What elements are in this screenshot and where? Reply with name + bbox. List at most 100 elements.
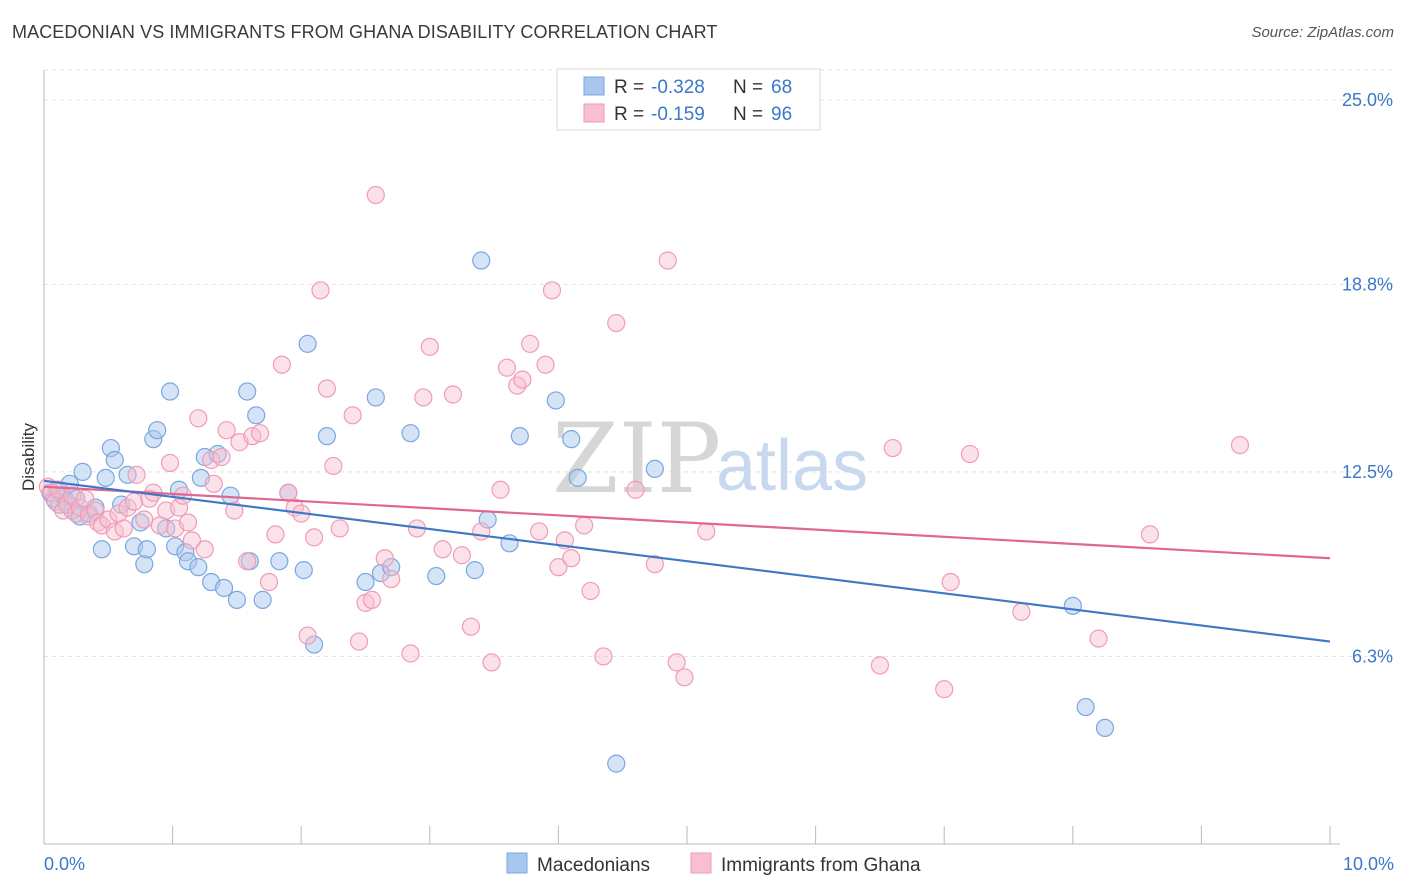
data-point-macedonians	[510, 427, 529, 446]
data-point-ghana	[250, 424, 270, 443]
y-tick-labels: 6.3% 12.5% 18.8% 25.0%	[1342, 90, 1393, 667]
data-point-macedonians	[105, 450, 124, 470]
data-point-ghana	[497, 358, 517, 377]
legend-n-value-1: 68	[771, 77, 792, 98]
data-point-ghana	[304, 528, 324, 547]
trend-lines	[43, 479, 1331, 643]
data-point-ghana	[626, 480, 645, 499]
data-point-ghana	[362, 590, 382, 609]
legend-r-label-1: R =	[614, 77, 644, 98]
legend-swatch-macedonians	[583, 76, 605, 96]
data-point-ghana	[189, 409, 208, 428]
data-point-ghana	[127, 465, 146, 484]
legend-bottom-swatch-ghana	[690, 852, 712, 874]
legend-bottom-swatch-macedonians	[506, 852, 528, 874]
data-point-ghana	[941, 572, 960, 592]
axes	[43, 70, 1340, 845]
data-point-ghana	[536, 355, 555, 374]
data-point-macedonians	[227, 590, 246, 609]
data-point-macedonians	[148, 421, 167, 440]
data-point-macedonians	[401, 424, 420, 443]
data-point-ghana	[482, 653, 501, 672]
data-point-ghana	[549, 558, 568, 577]
data-point-ghana	[530, 522, 549, 541]
data-point-ghana	[1089, 629, 1108, 648]
data-point-ghana	[1140, 525, 1160, 544]
data-point-ghana	[420, 337, 439, 356]
data-point-ghana	[195, 540, 214, 559]
data-point-ghana	[935, 680, 954, 699]
data-point-ghana	[182, 531, 201, 550]
legend-r-value-1: -0.328	[651, 77, 705, 98]
x-tick-label-max: 10.0%	[1343, 854, 1394, 874]
data-point-ghana	[160, 453, 180, 473]
data-point-ghana	[238, 552, 257, 571]
data-point-ghana	[1012, 602, 1031, 621]
data-point-macedonians	[73, 462, 92, 481]
data-point-ghana	[324, 456, 343, 476]
data-point-ghana	[1230, 435, 1250, 455]
data-point-macedonians	[366, 388, 385, 407]
data-point-ghana	[542, 281, 562, 300]
data-point-macedonians	[160, 382, 180, 401]
legend-top: R = -0.328 N = 68 R = -0.159 N = 96	[556, 68, 821, 131]
legend-bottom-label-macedonians: Macedonians	[537, 855, 650, 876]
data-point-macedonians	[137, 540, 156, 559]
data-point-ghana	[675, 668, 694, 687]
data-point-ghana	[575, 516, 594, 535]
data-point-macedonians	[356, 572, 375, 592]
data-point-ghana	[382, 569, 401, 589]
data-point-ghana	[521, 334, 540, 353]
series-ghana-points	[38, 185, 1250, 699]
legend-bottom-label-ghana: Immigrants from Ghana	[721, 855, 921, 876]
data-point-ghana	[272, 355, 292, 374]
data-point-ghana	[212, 447, 231, 467]
data-point-ghana	[414, 388, 433, 407]
data-point-ghana	[266, 525, 285, 544]
data-point-ghana	[217, 421, 236, 440]
y-tick-label: 6.3%	[1352, 646, 1393, 666]
chart-title: MACEDONIAN VS IMMIGRANTS FROM GHANA DISA…	[12, 22, 718, 42]
x-tick-marks	[43, 826, 1331, 844]
data-point-ghana	[349, 632, 369, 651]
data-point-macedonians	[135, 555, 154, 574]
data-point-ghana	[594, 647, 613, 666]
data-point-macedonians	[189, 558, 208, 577]
data-point-ghana	[607, 313, 626, 333]
data-point-macedonians	[1076, 697, 1095, 717]
data-point-macedonians	[270, 552, 289, 571]
data-point-macedonians	[253, 590, 272, 609]
data-point-ghana	[204, 474, 223, 493]
data-point-ghana	[202, 450, 221, 470]
data-point-macedonians	[294, 561, 313, 580]
trend-line-macedonians	[43, 479, 1331, 643]
data-point-ghana	[581, 581, 600, 601]
data-point-ghana	[76, 489, 95, 508]
data-point-macedonians	[1063, 596, 1082, 615]
data-point-macedonians	[562, 430, 581, 449]
data-point-ghana	[178, 513, 198, 532]
legend-swatch-ghana	[583, 103, 605, 123]
data-point-macedonians	[1095, 718, 1115, 738]
data-point-ghana	[491, 480, 510, 499]
data-point-ghana	[452, 546, 472, 565]
data-point-ghana	[461, 617, 481, 636]
data-point-ghana	[225, 501, 244, 520]
data-point-ghana	[330, 519, 349, 538]
data-point-ghana	[375, 549, 394, 568]
data-point-macedonians	[427, 566, 446, 586]
data-point-ghana	[124, 492, 144, 511]
data-point-macedonians	[298, 334, 317, 353]
data-point-ghana	[883, 438, 902, 458]
data-point-ghana	[433, 540, 452, 559]
data-point-ghana	[513, 370, 532, 389]
data-point-ghana	[508, 376, 527, 395]
data-point-ghana	[343, 406, 362, 425]
data-point-macedonians	[92, 540, 111, 559]
data-point-macedonians	[465, 561, 484, 580]
data-point-ghana	[667, 653, 686, 672]
data-point-ghana	[401, 644, 420, 663]
data-point-ghana	[658, 251, 677, 270]
legend-r-label-2: R =	[614, 104, 644, 125]
